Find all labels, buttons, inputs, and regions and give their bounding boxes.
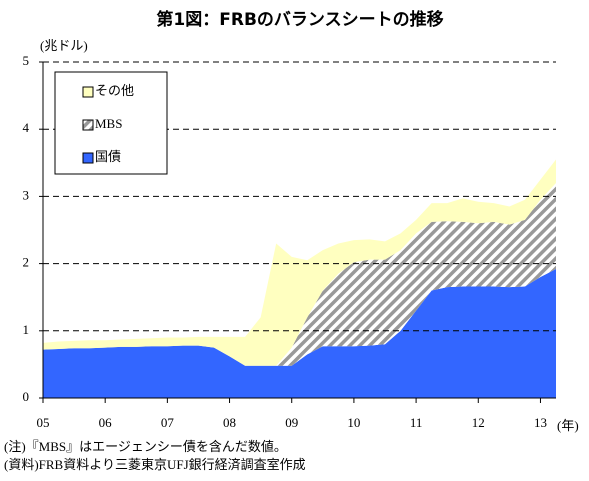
legend-swatch bbox=[82, 119, 94, 131]
x-tick-label: 08 bbox=[223, 415, 236, 430]
x-tick-label: 09 bbox=[285, 415, 298, 430]
legend-label: その他 bbox=[95, 83, 134, 98]
chart-title: 第1図：FRBのバランスシートの推移 bbox=[156, 9, 443, 30]
x-unit: (年) bbox=[557, 418, 579, 433]
x-tick-label: 05 bbox=[37, 415, 50, 430]
x-tick-label: 06 bbox=[99, 415, 113, 430]
y-tick-label: 5 bbox=[23, 53, 30, 68]
area bbox=[43, 268, 556, 398]
area bbox=[43, 159, 556, 366]
y-tick-label: 3 bbox=[23, 187, 30, 202]
area bbox=[43, 182, 556, 366]
note: (注)『MBS』はエージェンシー債を含んだ数値。 bbox=[4, 439, 287, 454]
y-unit: (兆ドル) bbox=[40, 38, 88, 53]
legend-swatch bbox=[82, 152, 94, 164]
y-tick-label: 4 bbox=[23, 120, 30, 135]
x-tick-label: 13 bbox=[534, 415, 547, 430]
x-tick-label: 07 bbox=[161, 415, 175, 430]
y-tick-label: 1 bbox=[23, 322, 30, 337]
y-tick-label: 2 bbox=[23, 255, 30, 270]
y-tick-label: 0 bbox=[23, 389, 30, 404]
x-tick-label: 12 bbox=[472, 415, 485, 430]
x-tick-label: 10 bbox=[347, 415, 360, 430]
legend-box bbox=[54, 71, 168, 175]
legend-swatch bbox=[82, 86, 94, 98]
legend-label: MBS bbox=[95, 116, 122, 131]
x-tick-label: 11 bbox=[410, 415, 423, 430]
note: (資料)FRB資料より三菱東京UFJ銀行経済調査室作成 bbox=[4, 457, 306, 472]
legend-label: 国債 bbox=[95, 149, 121, 164]
